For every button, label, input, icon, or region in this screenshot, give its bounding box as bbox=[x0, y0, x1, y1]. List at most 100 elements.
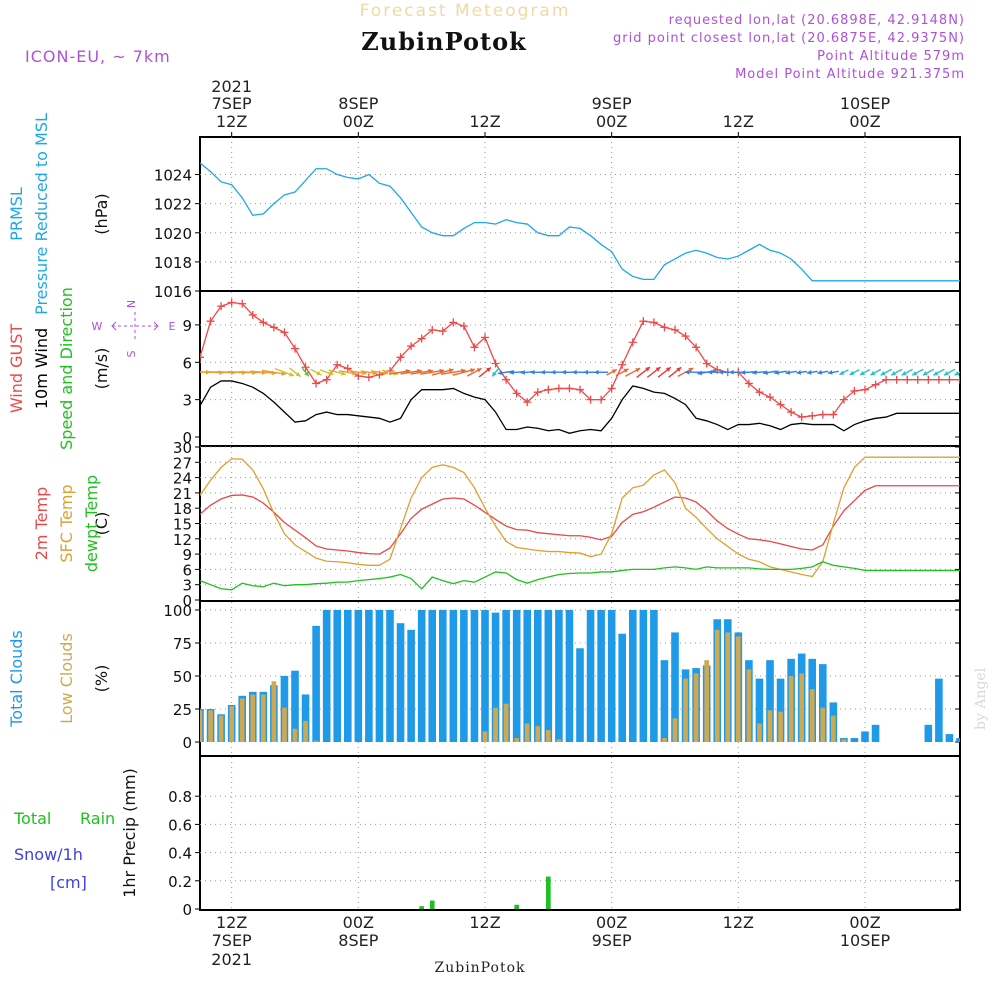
gust-point bbox=[343, 364, 352, 373]
gust-point bbox=[744, 379, 753, 388]
gust-point bbox=[333, 360, 342, 369]
clouds-low-bar bbox=[208, 710, 213, 742]
clouds-total-bar bbox=[343, 610, 352, 742]
clouds-total-bar bbox=[523, 610, 532, 742]
wind-arrow-head bbox=[288, 372, 294, 377]
precip-ytick-label: 0.6 bbox=[168, 816, 192, 834]
gust-point bbox=[808, 411, 817, 420]
clouds-low-bar bbox=[229, 706, 234, 742]
gust-point bbox=[702, 359, 711, 368]
clouds-total-bar bbox=[766, 660, 774, 742]
wind-arrow-head bbox=[594, 369, 599, 375]
wind-arrow-head bbox=[316, 370, 322, 376]
wind-arrow-head bbox=[763, 370, 768, 376]
clouds-total-bar bbox=[755, 678, 764, 742]
temperature-ytick-label: 0 bbox=[182, 592, 192, 610]
clouds-low-bar bbox=[683, 678, 688, 742]
wind-arrow-head bbox=[509, 370, 514, 375]
clouds-total-bar bbox=[597, 610, 605, 742]
wind-arrow-head bbox=[665, 367, 671, 372]
clouds-total-bar bbox=[491, 612, 500, 742]
wind-arrow-head bbox=[328, 370, 334, 376]
gust-point bbox=[945, 375, 954, 384]
clouds-total-bar bbox=[650, 610, 658, 742]
wind-legend-label: Speed and Direction bbox=[57, 287, 76, 450]
bottom-time-label: 12Z bbox=[723, 913, 754, 932]
wind-wind10m-series bbox=[200, 380, 960, 434]
pressure-ytick-label: 1024 bbox=[154, 167, 192, 185]
temperature-ytick-label: 27 bbox=[173, 454, 192, 472]
wind-arrow-head bbox=[922, 371, 928, 376]
gust-point bbox=[660, 323, 669, 332]
clouds-ytick-label: 50 bbox=[173, 668, 192, 686]
temperature-dewpt-series bbox=[200, 561, 960, 591]
clouds-low-bar bbox=[778, 711, 783, 742]
clouds-low-bar bbox=[693, 673, 699, 742]
gust-point bbox=[248, 310, 257, 319]
gust-point bbox=[628, 338, 637, 347]
gust-point bbox=[649, 318, 658, 327]
wind-arrow-head bbox=[476, 368, 482, 373]
top-time-label: 12Z bbox=[723, 112, 754, 131]
gust-point bbox=[607, 384, 616, 393]
wind-arrow-head bbox=[827, 370, 833, 375]
temperature-axis-label: (C) bbox=[92, 512, 111, 536]
wind-arrow-head bbox=[740, 370, 746, 375]
pressure-prmsl-line bbox=[200, 162, 960, 282]
wind-arrow-head bbox=[540, 369, 545, 375]
bottom-year-label: 2021 bbox=[211, 950, 252, 969]
clouds-ytick-label: 100 bbox=[163, 602, 192, 620]
gust-point bbox=[533, 388, 542, 397]
top-date-label: 9SEP bbox=[592, 94, 632, 113]
bottom-date-label: 10SEP bbox=[840, 931, 891, 950]
gust-point bbox=[217, 302, 226, 311]
clouds-ytick-label: 0 bbox=[182, 734, 192, 752]
clouds-total-bar bbox=[660, 660, 669, 742]
clouds-low-bar bbox=[261, 694, 266, 742]
clouds-total-bar bbox=[502, 610, 510, 742]
wind-axis-label: (m/s) bbox=[92, 348, 111, 390]
wind-arrow-head bbox=[880, 371, 886, 376]
gust-point bbox=[597, 395, 606, 404]
gust-point bbox=[839, 395, 848, 404]
temperature-ytick-label: 21 bbox=[173, 485, 192, 503]
bottom-time-label: 12Z bbox=[469, 913, 500, 932]
clouds-low-bar bbox=[313, 740, 319, 742]
gust-point bbox=[502, 375, 511, 384]
gust-point bbox=[639, 317, 648, 326]
wind-arrow-head bbox=[340, 371, 346, 376]
clouds-low-bar bbox=[503, 703, 509, 742]
wind-arrow-head bbox=[448, 368, 454, 373]
wind-arrow-head bbox=[870, 370, 876, 376]
wind-arrow-head bbox=[688, 368, 694, 373]
clouds-low-bar bbox=[841, 739, 847, 742]
wind-ytick-label: 6 bbox=[182, 354, 192, 372]
clouds-low-bar bbox=[218, 715, 224, 742]
location-title: ZubinPotok bbox=[361, 27, 527, 56]
clouds-total-bar bbox=[312, 625, 320, 742]
wind-arrow-head bbox=[933, 371, 939, 376]
top-time-label: 00Z bbox=[343, 112, 374, 131]
clouds-low-bar bbox=[546, 730, 551, 742]
gust-point bbox=[913, 375, 922, 384]
top-date-label: 8SEP bbox=[338, 94, 378, 113]
temperature-ytick-label: 30 bbox=[173, 439, 192, 457]
clouds-total-bar bbox=[776, 678, 785, 742]
clouds-low-bar bbox=[200, 710, 203, 742]
precip-ytick-label: 0.8 bbox=[168, 788, 192, 806]
clouds-total-bar bbox=[871, 724, 880, 742]
gust-point bbox=[586, 395, 595, 404]
top-time-label: 00Z bbox=[596, 112, 627, 131]
gust-point bbox=[322, 375, 331, 384]
clouds-total-bar bbox=[449, 610, 458, 742]
gust-point bbox=[797, 413, 806, 422]
clouds-low-bar bbox=[482, 731, 488, 742]
precip-rain-series bbox=[419, 876, 551, 909]
wind-ytick-label: 0 bbox=[182, 429, 192, 447]
gust-point bbox=[850, 386, 859, 395]
precip-panel-frame bbox=[199, 755, 961, 911]
wind-arrow-head bbox=[806, 370, 812, 375]
gust-point bbox=[417, 334, 426, 343]
credit-watermark: by Angel bbox=[973, 667, 989, 730]
